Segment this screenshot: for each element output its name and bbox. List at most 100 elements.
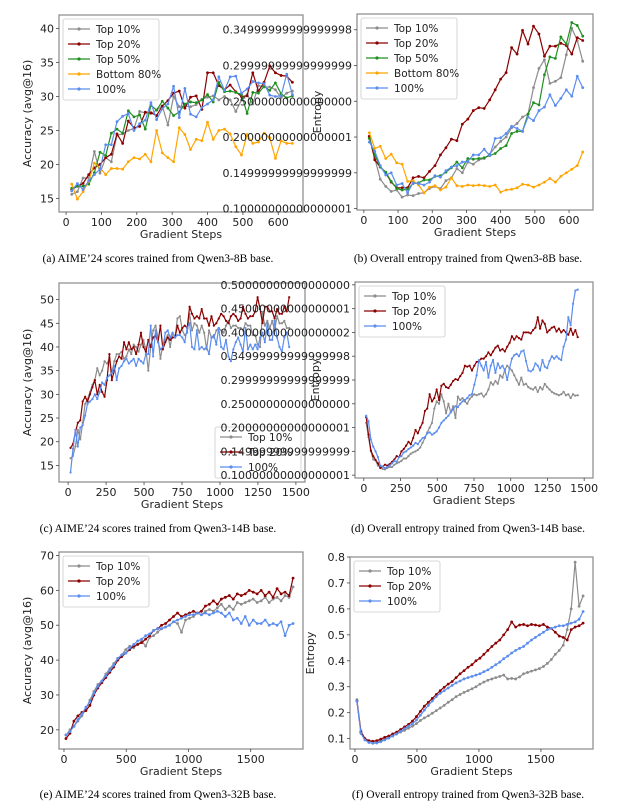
data-point — [555, 393, 558, 396]
data-point — [69, 446, 72, 449]
data-point — [459, 402, 462, 405]
x-tick-label: 1500 — [527, 753, 555, 766]
data-point — [397, 461, 401, 464]
data-point — [200, 345, 203, 349]
legend-item: Top 10% — [68, 561, 140, 573]
data-point — [137, 350, 140, 353]
data-point — [439, 188, 442, 192]
data-point — [206, 93, 209, 96]
data-point — [373, 149, 377, 153]
data-point — [459, 398, 462, 402]
data-point — [234, 110, 238, 113]
data-point — [458, 679, 462, 683]
data-point — [273, 329, 276, 332]
data-point — [68, 730, 72, 733]
data-point — [454, 405, 457, 408]
data-point — [168, 618, 171, 622]
legend-marker — [229, 435, 233, 439]
data-point — [415, 718, 418, 722]
data-point — [422, 704, 426, 708]
x-tick-label: 500 — [406, 753, 427, 766]
data-point — [103, 360, 106, 363]
data-point — [510, 677, 514, 680]
data-point — [285, 72, 289, 76]
data-point — [217, 75, 221, 79]
legend-item: 100% — [220, 462, 278, 474]
data-point — [521, 129, 524, 133]
data-point — [386, 465, 389, 469]
data-point — [510, 46, 513, 50]
data-point — [534, 326, 537, 329]
data-point — [515, 186, 519, 190]
data-point — [285, 91, 289, 95]
data-point — [378, 144, 382, 148]
data-point — [455, 167, 459, 170]
x-tick-label: 250 — [96, 486, 117, 499]
data-point — [403, 727, 406, 731]
legend-item: Top 50% — [366, 53, 438, 65]
data-point — [549, 658, 553, 661]
legend-marker — [229, 450, 233, 454]
data-point — [110, 371, 113, 375]
data-point — [91, 397, 94, 401]
data-point — [470, 674, 474, 678]
data-point — [215, 602, 219, 606]
data-point — [138, 157, 142, 161]
data-point — [562, 345, 565, 348]
data-point — [110, 379, 113, 382]
data-point — [375, 739, 379, 743]
y-tick-label: 25 — [40, 412, 54, 425]
data-point — [421, 436, 424, 440]
y-axis-label: Entropy — [304, 631, 317, 674]
data-point — [460, 166, 464, 170]
y-tick-label: 0.6 — [328, 603, 346, 616]
data-point — [287, 623, 291, 627]
data-point — [499, 77, 503, 81]
data-point — [569, 327, 572, 330]
data-point — [172, 114, 175, 117]
data-point — [487, 376, 490, 379]
y-axis-label: Accuracy (avg@16) — [21, 597, 34, 705]
data-point — [518, 646, 522, 650]
data-point — [553, 325, 556, 328]
data-point — [440, 421, 443, 424]
x-tick-label: 0 — [63, 216, 70, 229]
data-point — [115, 352, 118, 356]
data-point — [193, 348, 196, 351]
data-point — [144, 644, 148, 648]
legend-item: Top 10% — [366, 23, 438, 35]
data-point — [98, 171, 102, 175]
data-point — [224, 338, 228, 341]
data-point — [534, 636, 537, 639]
x-tick-label: 1000 — [465, 753, 493, 766]
legend-marker — [375, 56, 379, 60]
data-point — [266, 305, 269, 308]
data-point — [518, 675, 522, 679]
data-point — [137, 357, 140, 360]
data-point — [430, 711, 434, 715]
data-point — [70, 192, 74, 196]
data-point — [181, 336, 184, 339]
data-point — [258, 307, 262, 311]
data-point — [268, 93, 272, 97]
data-point — [93, 379, 96, 382]
x-tick-label: 500 — [427, 482, 448, 495]
data-point — [559, 97, 563, 100]
data-point — [268, 85, 272, 89]
data-point — [240, 153, 243, 157]
data-point — [475, 360, 478, 364]
legend-label: 100% — [96, 84, 126, 96]
data-point — [96, 684, 100, 688]
data-point — [426, 714, 430, 718]
legend-marker — [373, 294, 377, 298]
data-point — [389, 190, 393, 193]
legend-item: Bottom 80% — [366, 68, 459, 80]
data-point — [220, 329, 223, 332]
data-point — [108, 669, 112, 672]
data-point — [223, 89, 226, 92]
data-point — [405, 457, 408, 460]
data-point — [537, 66, 541, 70]
data-point — [426, 432, 429, 435]
data-point — [200, 105, 204, 109]
data-point — [438, 706, 442, 710]
